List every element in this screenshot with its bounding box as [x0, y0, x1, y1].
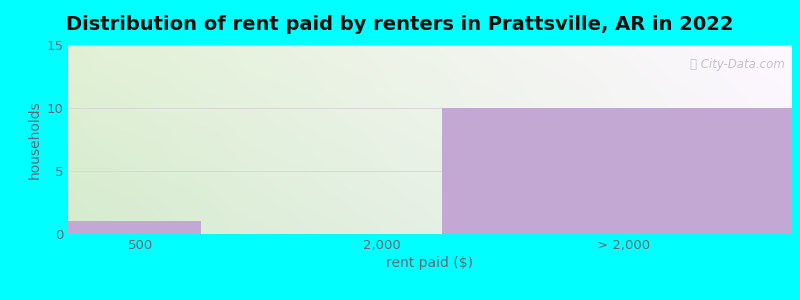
Y-axis label: households: households — [28, 100, 42, 179]
Bar — [68, 221, 201, 234]
Text: Distribution of rent paid by renters in Prattsville, AR in 2022: Distribution of rent paid by renters in … — [66, 15, 734, 34]
Bar — [442, 108, 792, 234]
X-axis label: rent paid ($): rent paid ($) — [386, 256, 474, 270]
Text: ⦿ City-Data.com: ⦿ City-Data.com — [690, 58, 785, 71]
